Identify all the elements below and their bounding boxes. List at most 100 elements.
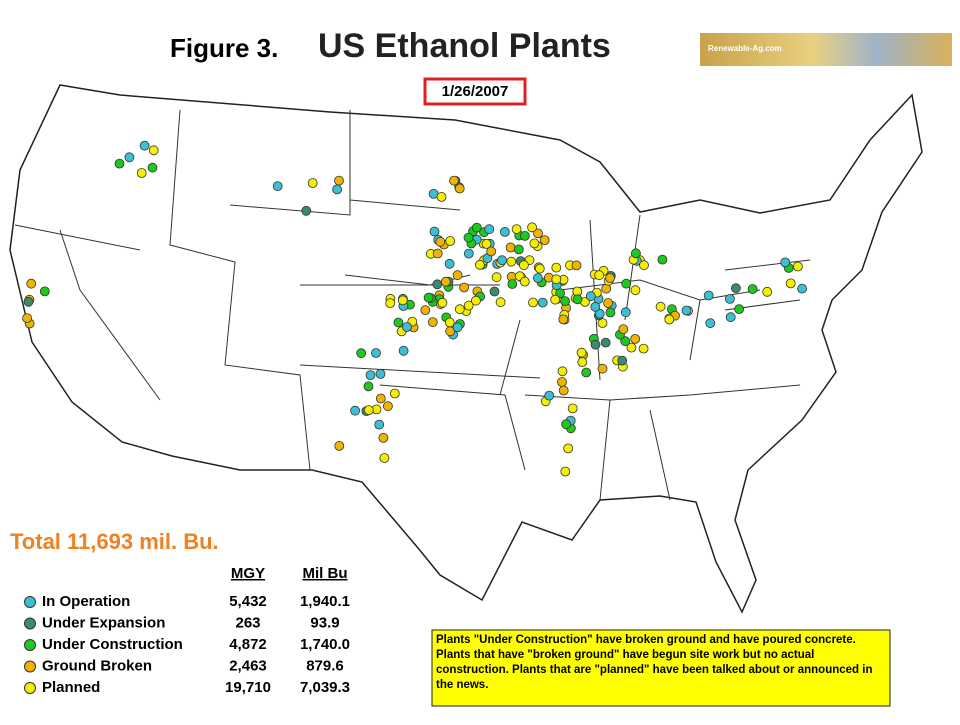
- us-outline: [9, 84, 923, 614]
- plant-marker: [664, 314, 675, 325]
- plant-marker: [389, 388, 400, 399]
- plant-marker: [577, 357, 588, 368]
- legend-swatch: [24, 682, 36, 694]
- plant-marker: [550, 294, 561, 305]
- plant-marker: [551, 262, 562, 273]
- plant-marker: [533, 228, 543, 239]
- legend-swatch: [24, 639, 36, 651]
- plant-marker: [486, 246, 497, 257]
- plant-marker: [557, 377, 567, 387]
- figure-number: Figure 3.: [170, 33, 278, 63]
- plant-marker: [470, 295, 481, 306]
- plant-marker: [620, 307, 631, 318]
- plant-marker: [452, 322, 463, 333]
- plant-marker: [747, 284, 758, 294]
- plant-marker: [363, 405, 374, 416]
- plant-marker: [506, 256, 517, 267]
- plant-marker: [617, 355, 628, 366]
- legend-label: Planned: [42, 679, 100, 696]
- plant-marker: [497, 255, 507, 266]
- plant-marker: [605, 307, 616, 318]
- plant-marker: [39, 286, 50, 297]
- plant-marker: [397, 295, 408, 306]
- plant-marker: [571, 260, 582, 271]
- plant-marker: [638, 343, 649, 354]
- plant-marker: [365, 370, 376, 381]
- plant-marker: [148, 145, 159, 156]
- plant-marker: [555, 288, 565, 299]
- plant-marker: [603, 298, 613, 308]
- plant-marker: [657, 254, 668, 265]
- plant-marker: [499, 226, 510, 237]
- plant-marker: [731, 283, 741, 294]
- note-container: Plants "Under Construction" have broken …: [436, 634, 872, 691]
- plant-marker: [780, 257, 791, 268]
- plant-marker: [558, 385, 569, 396]
- legend-label: In Operation: [42, 593, 130, 610]
- plant-marker: [544, 390, 555, 401]
- plant-marker: [590, 339, 601, 350]
- plant-marker: [463, 248, 474, 259]
- plant-marker: [454, 183, 465, 194]
- plant-marker: [272, 181, 283, 192]
- plant-marker: [631, 248, 641, 259]
- plant-marker: [398, 345, 409, 356]
- plant-marker: [590, 301, 601, 312]
- plant-marker: [437, 297, 448, 308]
- plant-marker: [136, 168, 147, 178]
- plant-marker: [495, 297, 506, 308]
- plant-marker: [513, 244, 524, 255]
- plant-marker: [519, 276, 530, 287]
- map-date: 1/26/2007: [442, 83, 509, 100]
- plant-marker: [734, 304, 744, 315]
- plant-marker: [561, 419, 571, 430]
- legend-milbu: 7,039.3: [300, 679, 350, 696]
- plant-marker: [301, 205, 312, 216]
- plant-marker: [432, 248, 443, 259]
- plant-marker: [454, 304, 465, 315]
- plant-marker: [491, 272, 502, 283]
- legend-mgy: 19,710: [225, 679, 271, 696]
- plant-markers: [22, 140, 807, 477]
- legend-label: Under Construction: [42, 636, 183, 653]
- plant-marker: [534, 263, 545, 274]
- plant-marker: [785, 278, 796, 289]
- plant-marker: [444, 258, 455, 269]
- plant-marker: [147, 162, 158, 173]
- plant-marker: [449, 175, 459, 186]
- plant-marker: [471, 222, 482, 233]
- plant-marker: [639, 260, 649, 271]
- date-box: [423, 77, 527, 106]
- plant-marker: [26, 278, 37, 289]
- plant-marker: [527, 222, 537, 233]
- plant-marker: [620, 336, 631, 347]
- plant-marker: [681, 305, 692, 316]
- plant-marker: [563, 443, 574, 454]
- plant-marker: [435, 236, 446, 247]
- plant-marker: [605, 273, 615, 284]
- plant-marker: [114, 158, 125, 169]
- legend-milbu: 1,940.1: [300, 593, 350, 610]
- plant-marker: [350, 405, 361, 416]
- plant-marker: [519, 260, 529, 271]
- plant-marker: [576, 347, 587, 358]
- plant-marker: [594, 270, 605, 281]
- plant-marker: [793, 261, 803, 272]
- legend-milbu: 1,740.0: [300, 636, 350, 653]
- plant-marker: [505, 242, 516, 253]
- plant-marker: [379, 453, 390, 463]
- plant-marker: [432, 279, 443, 290]
- plant-marker: [528, 297, 538, 308]
- plant-marker: [581, 367, 592, 378]
- plant-marker: [459, 282, 470, 293]
- plant-marker: [626, 342, 637, 353]
- plant-marker: [445, 236, 456, 246]
- plant-marker: [567, 403, 578, 414]
- plant-marker: [429, 226, 440, 237]
- plant-marker: [600, 337, 611, 348]
- state-lines: [14, 109, 811, 501]
- legend-swatch: [24, 660, 36, 673]
- plant-marker: [511, 224, 522, 235]
- plant-marker: [572, 294, 583, 305]
